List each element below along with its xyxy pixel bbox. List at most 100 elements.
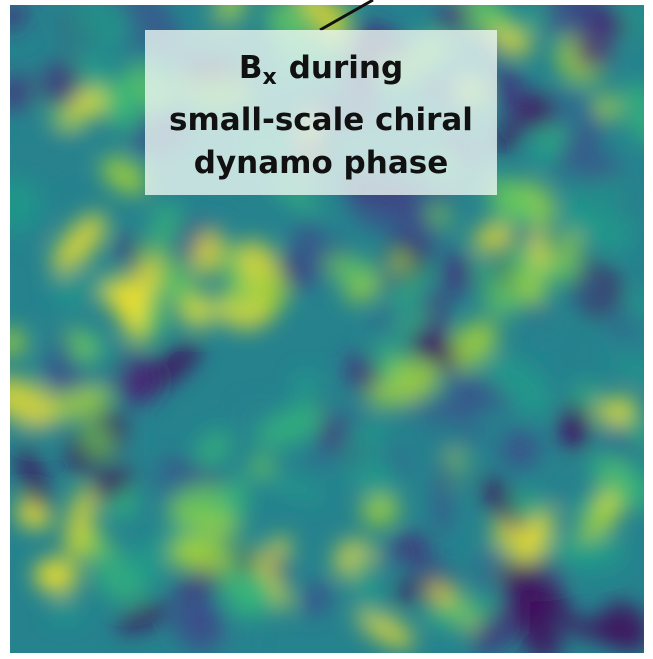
field-blob (350, 549, 383, 623)
field-blob (488, 201, 548, 219)
field-blob (390, 532, 432, 566)
field-blob (559, 175, 630, 233)
field-blob (52, 213, 107, 274)
field-blob (499, 429, 541, 470)
subscript: x (262, 65, 277, 90)
field-blob (472, 547, 507, 591)
field-blob (124, 258, 160, 328)
field-blob (572, 272, 607, 304)
field-blob (323, 253, 377, 289)
field-blob (414, 418, 464, 456)
field-blob (301, 580, 333, 617)
symbol: B (238, 50, 263, 86)
field-blob (100, 156, 148, 195)
field-blob (84, 53, 108, 90)
field-blob (111, 72, 144, 134)
field-blob (599, 601, 644, 653)
field-blob (560, 227, 581, 265)
field-blob (116, 602, 169, 633)
field-blob (435, 5, 472, 34)
field-blob (169, 536, 201, 569)
field-blob (188, 603, 222, 636)
field-blob (521, 92, 555, 128)
field-blob (90, 465, 134, 501)
field-blob (536, 127, 570, 146)
field-blob (509, 493, 542, 524)
field-blob (493, 64, 528, 118)
field-blob (621, 81, 644, 146)
field-blob (542, 5, 597, 37)
field-blob (473, 255, 499, 299)
field-blob (192, 229, 224, 277)
field-blob (21, 506, 52, 527)
field-blob (473, 223, 512, 252)
field-blob (87, 529, 114, 556)
field-blob (595, 396, 638, 426)
field-blob (566, 535, 612, 570)
field-blob (36, 557, 80, 595)
field-blob (441, 370, 512, 410)
field-blob (224, 473, 250, 525)
field-blob (486, 355, 553, 415)
field-blob (51, 276, 86, 308)
field-blob (10, 74, 38, 112)
field-blob (134, 242, 195, 304)
label-box: Bx during small-scale chiral dynamo phase (145, 30, 497, 195)
label-line: dynamo phase (193, 145, 449, 181)
field-blob (434, 461, 452, 536)
field-blob (63, 5, 131, 49)
field-blob (391, 263, 431, 314)
field-blob (361, 492, 399, 527)
field-blob (423, 598, 498, 627)
field-blob (65, 485, 96, 559)
field-blob (148, 203, 182, 254)
field-blob (265, 476, 326, 501)
field-blob (441, 252, 476, 296)
field-blob (293, 371, 319, 406)
field-blob (337, 417, 385, 460)
field-blob (344, 353, 381, 394)
field-blob (589, 452, 644, 510)
field-blob (425, 396, 481, 426)
field-blob (552, 112, 607, 175)
field-blob (217, 629, 254, 653)
field-blob (10, 5, 29, 31)
field-blob (195, 430, 232, 468)
field-blob (611, 356, 644, 389)
field-blob (120, 364, 161, 408)
field-blob (499, 563, 569, 622)
field-blob (50, 598, 80, 623)
field-blob (602, 299, 638, 342)
field-blob (173, 572, 224, 598)
field-blob (226, 582, 266, 618)
field-blob (10, 328, 26, 357)
field-blob (564, 402, 589, 451)
field-blob (224, 245, 250, 315)
field-blob (10, 377, 59, 427)
field-blob (295, 5, 341, 33)
field-blob (255, 403, 328, 449)
field-blob (42, 353, 85, 400)
field-blob (81, 347, 120, 401)
field-blob (39, 60, 82, 107)
field-blob (48, 330, 76, 363)
field-blob (594, 93, 619, 122)
field-blob (253, 265, 289, 315)
field-blob (392, 578, 421, 606)
field-blob (398, 220, 446, 249)
field-blob (545, 465, 600, 507)
label-line: small-scale chiral (169, 102, 473, 138)
field-blob (49, 387, 112, 418)
field-blob (369, 546, 401, 578)
field-blob (541, 89, 599, 136)
field-blob (291, 222, 322, 247)
label-line: Bx during (145, 47, 497, 99)
field-blob (492, 514, 542, 555)
field-blob (386, 308, 434, 341)
pointer-line (319, 0, 374, 32)
field-blob (370, 256, 401, 292)
field-blob (522, 620, 563, 653)
field-blob (127, 541, 170, 585)
field-blob (14, 126, 85, 177)
